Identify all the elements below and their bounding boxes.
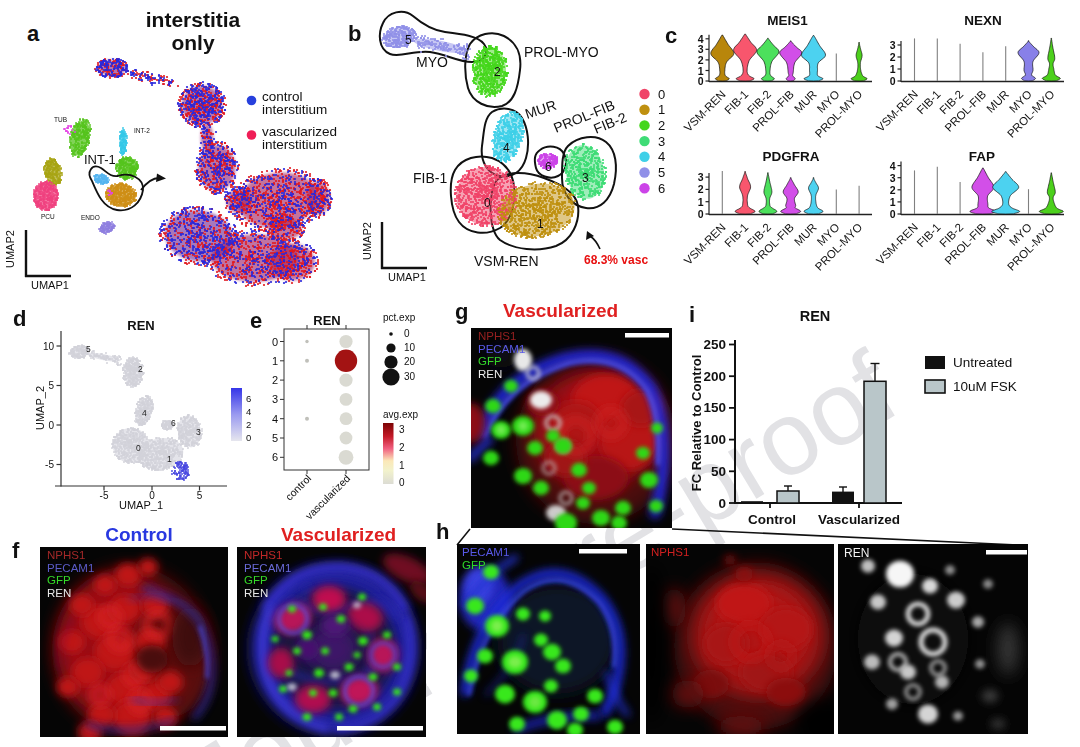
svg-text:250: 250 (703, 337, 726, 352)
svg-text:Untreated: Untreated (953, 355, 1012, 370)
svg-text:0: 0 (718, 496, 726, 511)
svg-text:Vascularized: Vascularized (818, 512, 900, 527)
svg-text:FC Relative to Control: FC Relative to Control (689, 355, 704, 492)
svg-text:200: 200 (703, 369, 726, 384)
svg-text:i: i (689, 302, 695, 327)
svg-text:50: 50 (711, 464, 726, 479)
svg-text:150: 150 (703, 400, 726, 415)
svg-text:Control: Control (748, 512, 796, 527)
svg-text:10uM FSK: 10uM FSK (953, 379, 1017, 394)
svg-text:100: 100 (703, 432, 726, 447)
svg-text:REN: REN (800, 308, 831, 324)
